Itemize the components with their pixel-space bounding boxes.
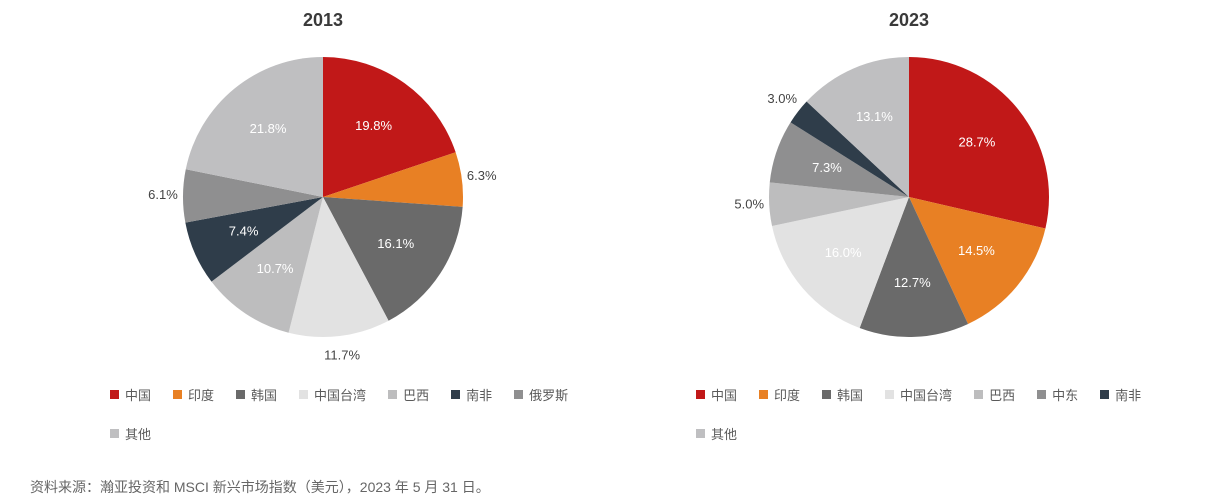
legend-swatch: [696, 390, 705, 399]
legend-swatch: [514, 390, 523, 399]
legend-label: 中国: [125, 385, 151, 404]
legend-swatch: [173, 390, 182, 399]
legend-swatch: [822, 390, 831, 399]
figure-container: 2013 19.8% 6.3% 16.1% 11.7% 10.7% 7.4% 6.1% 21.…: [0, 0, 1232, 501]
legend-label: 巴西: [989, 385, 1015, 404]
legend-label: 俄罗斯: [529, 385, 568, 404]
legend-item: 中国: [110, 385, 151, 404]
slice-label: 19.8%: [355, 118, 392, 133]
legend-swatch: [388, 390, 397, 399]
slice-label: 28.7%: [958, 134, 995, 149]
legend-label: 中国台湾: [900, 385, 952, 404]
legend-item: 中东: [1037, 385, 1078, 404]
legend-label: 其他: [125, 424, 151, 443]
legend-swatch: [1037, 390, 1046, 399]
legend-swatch: [1100, 390, 1109, 399]
chart-title-2023: 2023: [889, 10, 929, 31]
legend-item: 印度: [759, 385, 800, 404]
legend-label: 中国: [711, 385, 737, 404]
legend-swatch: [974, 390, 983, 399]
legend-2023: 中国 印度 韩国 中国台湾 巴西 中东 南非其他: [616, 385, 1202, 443]
pie-wrap-2023: 28.7% 14.5% 12.7% 16.0% 5.0% 7.3% 3.0% 13.1%: [729, 37, 1089, 357]
chart-column-2013: 2013 19.8% 6.3% 16.1% 11.7% 10.7% 7.4% 6.1% 21.…: [30, 10, 616, 443]
slice-label: 3.0%: [767, 91, 797, 106]
legend-swatch: [110, 429, 119, 438]
legend-label: 印度: [188, 385, 214, 404]
slice-label: 6.3%: [467, 168, 497, 183]
slice-label: 16.1%: [377, 236, 414, 251]
legend-label: 印度: [774, 385, 800, 404]
slice-label: 5.0%: [734, 197, 764, 212]
legend-label: 韩国: [837, 385, 863, 404]
slice-label: 10.7%: [257, 261, 294, 276]
legend-swatch: [885, 390, 894, 399]
legend-swatch: [759, 390, 768, 399]
charts-row: 2013 19.8% 6.3% 16.1% 11.7% 10.7% 7.4% 6.1% 21.…: [30, 10, 1202, 443]
legend-item: 巴西: [388, 385, 429, 404]
legend-swatch: [236, 390, 245, 399]
legend-item: 其他: [696, 424, 737, 443]
legend-item: 巴西: [974, 385, 1015, 404]
slice-label: 7.3%: [812, 160, 842, 175]
legend-label: 中东: [1052, 385, 1078, 404]
legend-2013: 中国 印度 韩国 中国台湾 巴西 南非 俄罗斯其他: [30, 385, 616, 443]
legend-label: 南非: [1115, 385, 1141, 404]
slice-label: 11.7%: [324, 347, 360, 362]
legend-item: 印度: [173, 385, 214, 404]
slice-label: 7.4%: [229, 224, 259, 239]
legend-swatch: [110, 390, 119, 399]
legend-label: 韩国: [251, 385, 277, 404]
legend-item: 韩国: [236, 385, 277, 404]
pie-chart-2013: 19.8%6.3%16.1%11.7%10.7%7.4%6.1%21.8%: [143, 37, 503, 357]
legend-swatch: [451, 390, 460, 399]
slice-label: 13.1%: [856, 109, 893, 124]
legend-swatch: [696, 429, 705, 438]
legend-item: 中国台湾: [885, 385, 952, 404]
legend-item: 南非: [451, 385, 492, 404]
legend-item: 中国台湾: [299, 385, 366, 404]
legend-item: 韩国: [822, 385, 863, 404]
legend-label: 南非: [466, 385, 492, 404]
legend-label: 其他: [711, 424, 737, 443]
legend-item: 俄罗斯: [514, 385, 568, 404]
legend-item: 南非: [1100, 385, 1141, 404]
pie-wrap-2013: 19.8%6.3%16.1%11.7%10.7%7.4%6.1%21.8%: [143, 37, 503, 357]
slice-label: 14.5%: [958, 243, 995, 258]
slice-label: 16.0%: [825, 245, 862, 260]
chart-column-2023: 2023 28.7% 14.5% 12.7% 16.0% 5.0% 7.3% 3.0% 13.…: [616, 10, 1202, 443]
legend-label: 中国台湾: [314, 385, 366, 404]
slice-label: 6.1%: [148, 187, 178, 202]
legend-swatch: [299, 390, 308, 399]
legend-label: 巴西: [403, 385, 429, 404]
source-footnote: 资料来源：瀚亚投资和 MSCI 新兴市场指数（美元），2023 年 5 月 31…: [30, 477, 1202, 497]
chart-title-2013: 2013: [303, 10, 343, 31]
pie-chart-2023: 28.7% 14.5% 12.7% 16.0% 5.0% 7.3% 3.0% 13.1%: [729, 37, 1089, 357]
slice-label: 12.7%: [894, 275, 931, 290]
legend-item: 其他: [110, 424, 151, 443]
legend-item: 中国: [696, 385, 737, 404]
slice-label: 21.8%: [250, 121, 287, 136]
